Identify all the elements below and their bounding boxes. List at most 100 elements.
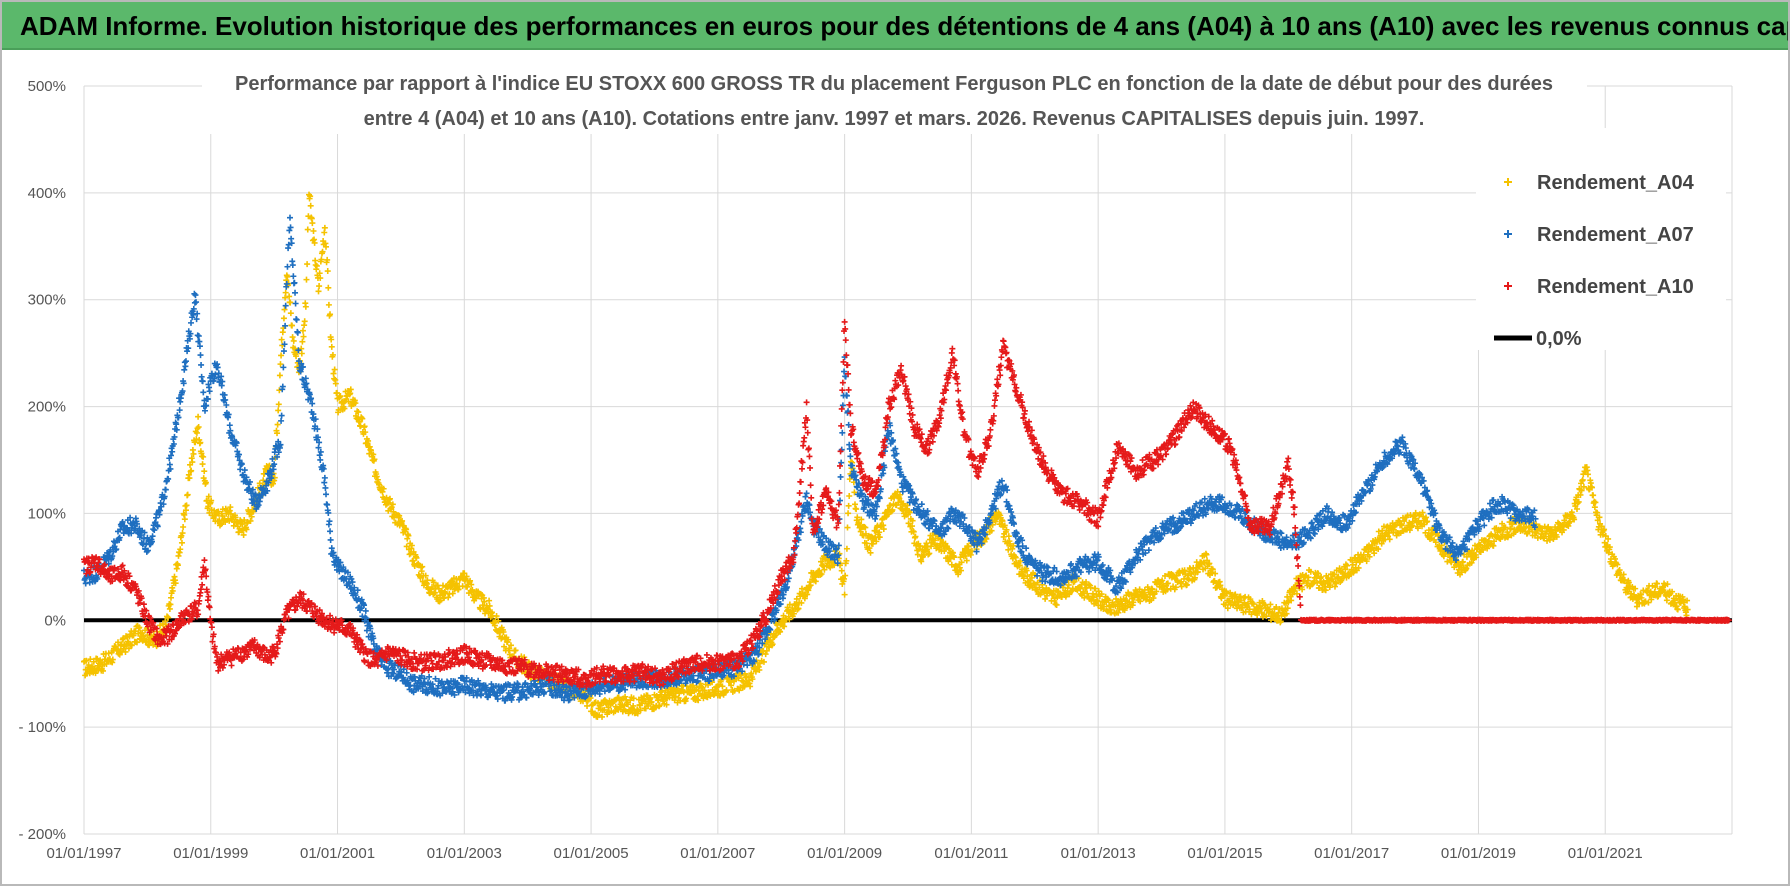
data-point-A04 <box>331 366 338 373</box>
data-point-A04 <box>333 389 340 396</box>
data-point-A04 <box>317 275 324 282</box>
data-point-A07 <box>206 388 213 395</box>
data-point-A04 <box>218 521 225 528</box>
data-point-A04 <box>318 256 325 263</box>
data-point-A07 <box>284 263 291 270</box>
data-point-A04 <box>248 513 255 520</box>
y-tick-label: - 100% <box>18 719 66 736</box>
data-point-A04 <box>310 228 317 235</box>
data-point-A04 <box>276 372 283 379</box>
data-point-A04 <box>167 601 174 608</box>
axis-labels: - 200%- 100%0%100%200%300%400%500%01/01/… <box>18 78 1642 862</box>
data-point-A07 <box>1045 564 1052 571</box>
data-point-A04 <box>422 572 429 579</box>
data-point-A07 <box>327 528 334 535</box>
data-point-A04 <box>361 423 368 430</box>
data-point-A04 <box>172 580 179 587</box>
data-point-A04 <box>299 327 306 334</box>
data-point-A07 <box>292 289 299 296</box>
data-point-A04 <box>846 493 853 500</box>
data-point-A04 <box>325 284 332 291</box>
data-point-A04 <box>239 521 246 528</box>
data-point-A04 <box>178 539 185 546</box>
grid-layer <box>83 85 1733 835</box>
x-tick-label: 01/01/2003 <box>427 845 502 862</box>
data-point-A04 <box>128 642 135 649</box>
data-point-A04 <box>195 413 202 420</box>
data-point-A04 <box>205 493 212 500</box>
data-point-A07 <box>188 319 195 326</box>
data-point-A04 <box>331 375 338 382</box>
data-point-A07 <box>837 497 844 504</box>
data-point-A07 <box>1145 547 1152 554</box>
data-point-A04 <box>354 408 361 415</box>
data-point-A07 <box>286 227 293 234</box>
data-point-A07 <box>838 459 845 466</box>
data-point-A07 <box>293 316 300 323</box>
data-point-A04 <box>408 542 415 549</box>
data-point-A04 <box>304 261 311 268</box>
data-point-A04 <box>193 436 200 443</box>
data-point-A04 <box>303 276 310 283</box>
data-point-A07 <box>197 352 204 359</box>
data-point-A07 <box>317 456 324 463</box>
data-point-A07 <box>287 214 293 221</box>
data-point-A04 <box>434 582 441 589</box>
data-point-A07 <box>321 474 328 481</box>
data-point-A04 <box>389 501 396 508</box>
data-point-A04 <box>177 546 184 553</box>
data-point-A07 <box>226 422 233 429</box>
data-point-A04 <box>278 336 285 343</box>
data-point-A04 <box>219 512 226 519</box>
data-point-A04 <box>445 594 452 601</box>
data-point-A07 <box>278 412 285 419</box>
data-point-A07 <box>294 329 301 336</box>
data-point-A04 <box>227 504 234 511</box>
data-point-A04 <box>329 351 336 358</box>
data-point-A04 <box>337 393 344 400</box>
data-point-A04 <box>324 256 331 263</box>
data-point-A04 <box>275 401 282 408</box>
data-point-A07 <box>290 273 297 280</box>
data-point-A04 <box>92 670 99 677</box>
x-tick-label: 01/01/2019 <box>1441 845 1516 862</box>
data-point-A07 <box>289 262 296 269</box>
report-title-banner: ADAM Informe. Evolution historique des p… <box>2 2 1788 50</box>
data-point-A04 <box>424 577 431 584</box>
data-point-A04 <box>304 226 311 233</box>
data-point-A07 <box>278 417 285 424</box>
x-tick-label: 01/01/2011 <box>934 845 1008 862</box>
data-point-A04 <box>85 661 92 668</box>
data-point-A07 <box>292 300 299 307</box>
data-point-A04 <box>291 345 298 352</box>
data-point-A07 <box>192 292 199 299</box>
data-point-A04 <box>282 294 289 301</box>
series-layer <box>81 191 1732 721</box>
data-point-A07 <box>287 224 294 231</box>
data-point-A04 <box>512 647 519 654</box>
data-point-A04 <box>174 562 181 569</box>
data-point-A04 <box>330 370 337 377</box>
data-point-A04 <box>188 467 195 474</box>
data-point-A04 <box>184 491 191 498</box>
data-point-A04 <box>447 584 454 591</box>
data-point-A07 <box>198 361 205 368</box>
data-point-A04 <box>109 656 116 663</box>
data-point-A07 <box>1311 530 1318 537</box>
data-point-A07 <box>322 484 329 491</box>
data-point-A07 <box>199 378 206 385</box>
data-point-A07 <box>162 486 169 493</box>
data-point-A04 <box>370 451 377 458</box>
data-point-A07 <box>282 302 289 309</box>
y-tick-label: 100% <box>28 505 66 522</box>
data-point-A04 <box>100 667 107 674</box>
data-point-A04 <box>227 510 234 517</box>
data-point-A07 <box>291 279 298 286</box>
data-point-A04 <box>844 524 851 531</box>
data-point-A04 <box>125 645 132 652</box>
data-point-A04 <box>181 516 188 523</box>
data-point-A04 <box>87 656 94 663</box>
x-tick-label: 01/01/1999 <box>173 845 248 862</box>
data-point-A04 <box>463 573 470 580</box>
data-point-A04 <box>486 597 493 604</box>
